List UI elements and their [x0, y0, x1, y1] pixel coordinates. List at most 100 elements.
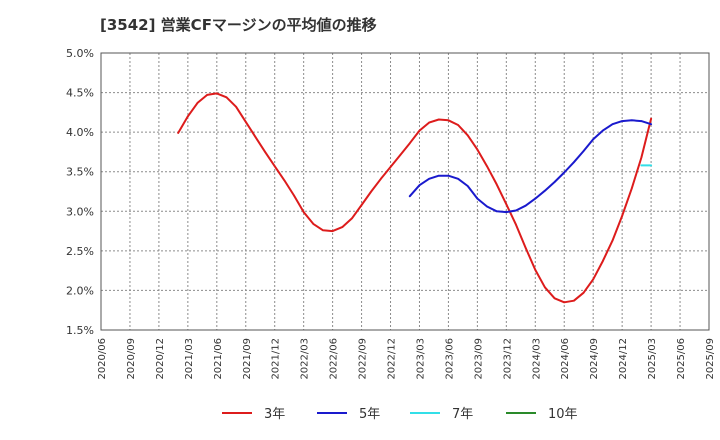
data-point [486, 205, 488, 208]
legend: 3年 5年 7年 10年 [222, 407, 578, 422]
x-tick-label: 2024/09 [589, 338, 600, 380]
data-point [177, 132, 179, 134]
series-line-3年 [177, 92, 653, 304]
data-point [225, 96, 228, 99]
x-tick-label: 2023/12 [502, 338, 513, 380]
x-tick-label: 2021/12 [271, 338, 282, 380]
data-point [582, 150, 585, 152]
data-point [457, 178, 459, 180]
y-tick-label: 4.0% [66, 126, 94, 139]
y-tick-label: 5.0% [66, 47, 94, 60]
data-point [582, 292, 585, 294]
data-point [341, 226, 344, 228]
x-tick-label: 2025/03 [647, 338, 658, 380]
y-tick-label: 1.5% [66, 324, 94, 337]
data-point [524, 246, 527, 249]
x-tick-label: 2020/09 [126, 338, 137, 380]
data-point [505, 211, 508, 213]
x-tick-label: 2024/06 [560, 338, 571, 380]
data-point [293, 194, 295, 197]
x-tick-label: 2023/06 [444, 338, 455, 380]
data-point [457, 124, 459, 126]
y-tick-label: 3.0% [66, 205, 94, 218]
data-point [640, 164, 643, 167]
data-point [602, 260, 604, 262]
data-point [302, 211, 305, 213]
plot-border [100, 52, 710, 331]
series-line-5年 [408, 119, 653, 214]
data-point [466, 134, 469, 137]
legend-label: 5年 [359, 407, 380, 422]
x-tick-label: 2022/03 [300, 338, 311, 380]
data-point [534, 269, 537, 271]
x-tick-label: 2022/12 [387, 338, 398, 380]
data-point [235, 106, 237, 108]
data-point [409, 195, 411, 197]
y-tick-label: 3.5% [66, 166, 94, 179]
data-point [573, 299, 575, 302]
data-point [312, 223, 315, 225]
x-axis: 2020/06 2020/09 2020/12 2021/03 2021/06 2021/… [97, 338, 716, 380]
y-tick-label: 2.5% [66, 245, 94, 258]
legend-label: 3年 [264, 407, 285, 422]
x-tick-label: 2025/09 [705, 338, 716, 380]
data-point [544, 286, 546, 289]
gridlines [100, 52, 710, 331]
data-point [611, 123, 614, 125]
data-point [650, 117, 652, 120]
data-point [351, 217, 353, 220]
data-point [380, 178, 382, 180]
data-point [283, 179, 286, 182]
data-point [553, 181, 556, 183]
data-point [370, 190, 373, 193]
data-point [563, 171, 565, 174]
data-point [611, 239, 614, 242]
data-point [331, 230, 334, 232]
data-point [216, 92, 218, 95]
data-point [447, 119, 450, 122]
data-point [264, 151, 266, 153]
data-point [640, 120, 643, 122]
data-point [428, 178, 430, 180]
y-tick-label: 2.0% [66, 284, 94, 297]
data-point [418, 184, 421, 186]
data-point [505, 203, 508, 205]
data-point [495, 210, 498, 213]
data-point [534, 197, 537, 200]
x-tick-label: 2021/03 [184, 338, 195, 380]
legend-label: 7年 [452, 407, 473, 422]
y-tick-label: 4.5% [66, 87, 94, 100]
x-tick-label: 2021/09 [242, 338, 253, 380]
data-point [650, 164, 652, 167]
data-point [187, 115, 189, 118]
data-point [399, 154, 402, 156]
data-point [322, 229, 324, 232]
x-tick-label: 2025/06 [676, 338, 687, 380]
data-point [650, 123, 652, 125]
data-point [621, 215, 623, 217]
y-axis: 5.0% 4.5% 4.0% 3.5% 3.0% 2.5% 2.0% 1.5% [66, 47, 94, 337]
data-point [418, 129, 421, 132]
plot-frame [100, 52, 710, 331]
data-point [273, 165, 276, 167]
data-point [438, 118, 440, 121]
data-point [428, 121, 430, 124]
data-point [524, 204, 527, 207]
data-point [245, 121, 247, 123]
data-point [553, 297, 556, 300]
legend-label: 10年 [548, 407, 578, 422]
data-point [476, 148, 479, 151]
data-point [438, 174, 440, 177]
data-point [573, 161, 575, 163]
x-tick-label: 2021/06 [213, 338, 224, 380]
x-tick-label: 2020/06 [97, 338, 108, 380]
data-point [254, 136, 257, 138]
data-point [409, 142, 411, 144]
data-point [515, 209, 517, 212]
data-point [486, 165, 488, 167]
x-tick-label: 2020/12 [155, 338, 166, 380]
x-tick-label: 2023/09 [473, 338, 484, 380]
data-point [389, 166, 392, 168]
data-point [621, 120, 623, 122]
